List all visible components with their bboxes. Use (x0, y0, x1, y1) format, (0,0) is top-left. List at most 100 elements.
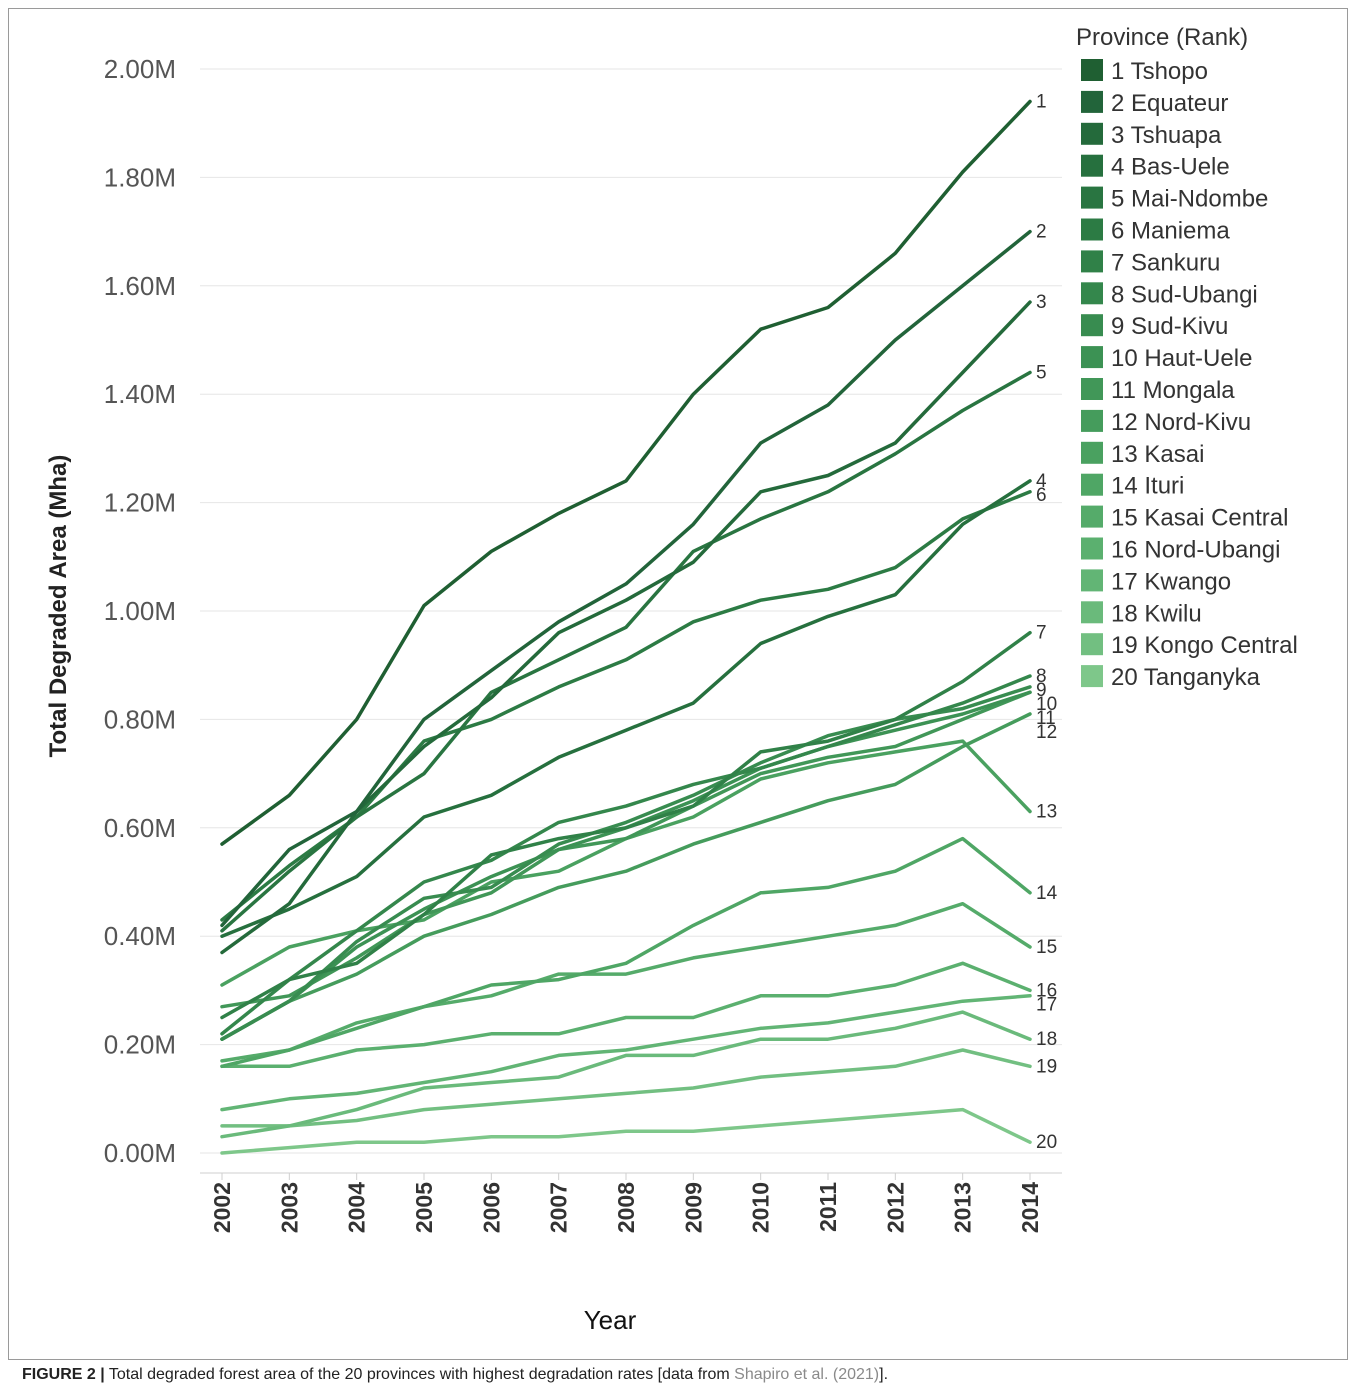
legend: 1 Tshopo 2 Equateur 3 Tshuapa 4 Bas-Uele 5 M… (1081, 58, 1298, 691)
x-tick-label: 2010 (748, 1182, 774, 1233)
x-tick-label: 2005 (411, 1182, 437, 1233)
legend-swatch (1081, 505, 1103, 528)
legend-swatch (1081, 59, 1103, 81)
series-line (220, 479, 1032, 938)
legend-entry: 19 Kongo Central (1111, 632, 1298, 659)
series-line (220, 674, 1032, 1036)
x-tick-label: 2014 (1017, 1182, 1043, 1233)
caption-label: FIGURE 2 | (22, 1366, 105, 1383)
legend-entry: 5 Mai-Ndombe (1111, 186, 1268, 213)
figure-frame (8, 8, 1348, 1360)
x-tick-label: 2009 (680, 1182, 706, 1233)
series-end-label: 8 (1036, 666, 1047, 687)
legend-swatch (1081, 90, 1103, 113)
y-tick-label: 0.00M (104, 1138, 176, 1168)
legend-entry: 16 Nord-Ubangi (1111, 537, 1280, 564)
x-tick-label: 2003 (276, 1182, 302, 1233)
legend-swatch (1081, 665, 1103, 688)
y-tick-label: 1.80M (104, 162, 176, 192)
legend-entry: 4 Bas-Uele (1111, 154, 1230, 181)
legend-swatch (1081, 473, 1103, 496)
series-end-label: 3 (1036, 292, 1047, 313)
legend-entry: 8 Sud-Ubangi (1111, 281, 1258, 308)
x-tick-label: 2004 (344, 1182, 370, 1233)
series-line (220, 961, 1032, 1069)
y-tick-label: 0.40M (104, 921, 176, 951)
legend-swatch (1081, 218, 1103, 241)
x-tick-label: 2011 (815, 1182, 841, 1232)
legend-entry: 9 Sud-Kivu (1111, 313, 1228, 340)
series-line (220, 712, 1032, 1041)
series-end-label: 2 (1036, 222, 1047, 243)
legend-entry: 20 Tanganyka (1111, 664, 1261, 691)
legend-swatch (1081, 314, 1103, 337)
y-tick-label: 0.60M (104, 813, 176, 843)
series-end-label: 19 (1036, 1056, 1057, 1077)
series-line (220, 1010, 1032, 1139)
series-end-label: 1 (1036, 92, 1047, 113)
y-tick-label: 2.00M (104, 54, 176, 84)
x-tick-label: 2006 (478, 1182, 504, 1233)
series-end-label: 13 (1036, 802, 1057, 823)
series-line (220, 836, 1032, 1069)
legend-swatch (1081, 154, 1103, 177)
series-end-label: 20 (1036, 1132, 1057, 1153)
series-lines (220, 99, 1032, 1155)
legend-entry: 14 Ituri (1111, 473, 1184, 500)
series-end-label: 12 (1036, 722, 1057, 743)
series-line (220, 630, 1032, 1020)
series-end-label: 16 (1036, 980, 1057, 1001)
series-end-label: 10 (1036, 694, 1057, 715)
series-end-label: 5 (1036, 363, 1047, 384)
series-line (220, 994, 1032, 1112)
x-axis-ticks: 2002 2003 2004 2005 2006 2007 2008 2009 2010 2011… (200, 1172, 1062, 1233)
series-end-label: 15 (1036, 937, 1057, 958)
legend-entry: 1 Tshopo (1111, 58, 1208, 85)
x-tick-label: 2008 (613, 1182, 639, 1233)
gridlines (200, 68, 1062, 1154)
series-line (220, 1048, 1032, 1128)
series-end-label: 9 (1036, 680, 1047, 701)
legend-swatch (1081, 282, 1103, 305)
caption-reference-link[interactable]: Shapiro et al. (2021) (734, 1366, 880, 1383)
legend-swatch (1081, 601, 1103, 624)
series-line (220, 1107, 1032, 1155)
x-tick-label: 2013 (950, 1182, 976, 1233)
y-tick-label: 1.40M (104, 379, 176, 409)
legend-swatch (1081, 409, 1103, 432)
y-tick-label: 0.20M (104, 1030, 176, 1060)
legend-swatch (1081, 378, 1103, 400)
legend-entry: 3 Tshuapa (1111, 122, 1222, 149)
legend-swatch (1081, 537, 1103, 560)
y-tick-label: 1.20M (104, 488, 176, 518)
legend-entry: 11 Mongala (1111, 377, 1235, 404)
caption-text: Total degraded forest area of the 20 pro… (104, 1366, 735, 1383)
x-axis-title: Year (584, 1305, 637, 1335)
x-tick-label: 2007 (546, 1182, 572, 1233)
y-tick-label: 0.80M (104, 704, 176, 734)
series-end-label: 4 (1036, 471, 1047, 492)
legend-swatch (1081, 633, 1103, 656)
series-line (220, 490, 1032, 922)
legend-swatch (1081, 346, 1103, 369)
series-end-label: 7 (1036, 623, 1047, 644)
series-end-label: 11 (1036, 708, 1056, 729)
legend-swatch (1081, 122, 1103, 145)
legend-entry: 18 Kwilu (1111, 600, 1202, 627)
series-end-label: 14 (1036, 883, 1058, 904)
legend-swatch (1081, 250, 1103, 273)
series-line (220, 370, 1032, 933)
series-line (220, 690, 1032, 1009)
caption-tail: ]. (879, 1366, 889, 1383)
legend-title: Province (Rank) (1076, 24, 1248, 51)
series-line (220, 99, 1032, 846)
legend-swatch (1081, 569, 1103, 592)
y-axis-ticks: 2.00M 1.80M 1.60M 1.40M 1.20M 1.00M 0.80M 0.60M… (104, 54, 176, 1168)
x-tick-label: 2012 (882, 1182, 908, 1233)
legend-entry: 15 Kasai Central (1111, 505, 1288, 532)
legend-entry: 10 Haut-Uele (1111, 345, 1252, 372)
legend-swatch (1081, 186, 1103, 209)
series-end-label: 6 (1036, 485, 1047, 506)
